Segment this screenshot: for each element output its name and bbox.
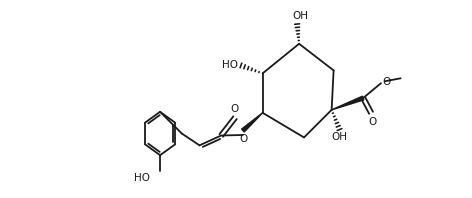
Text: O: O [368,117,376,127]
Text: OH: OH [331,131,347,142]
Text: OH: OH [292,11,308,21]
Text: HO: HO [134,173,150,183]
Polygon shape [332,96,364,110]
Text: O: O [230,104,238,114]
Polygon shape [242,113,262,132]
Text: O: O [382,77,390,87]
Text: O: O [240,134,248,145]
Text: HO: HO [222,60,238,70]
